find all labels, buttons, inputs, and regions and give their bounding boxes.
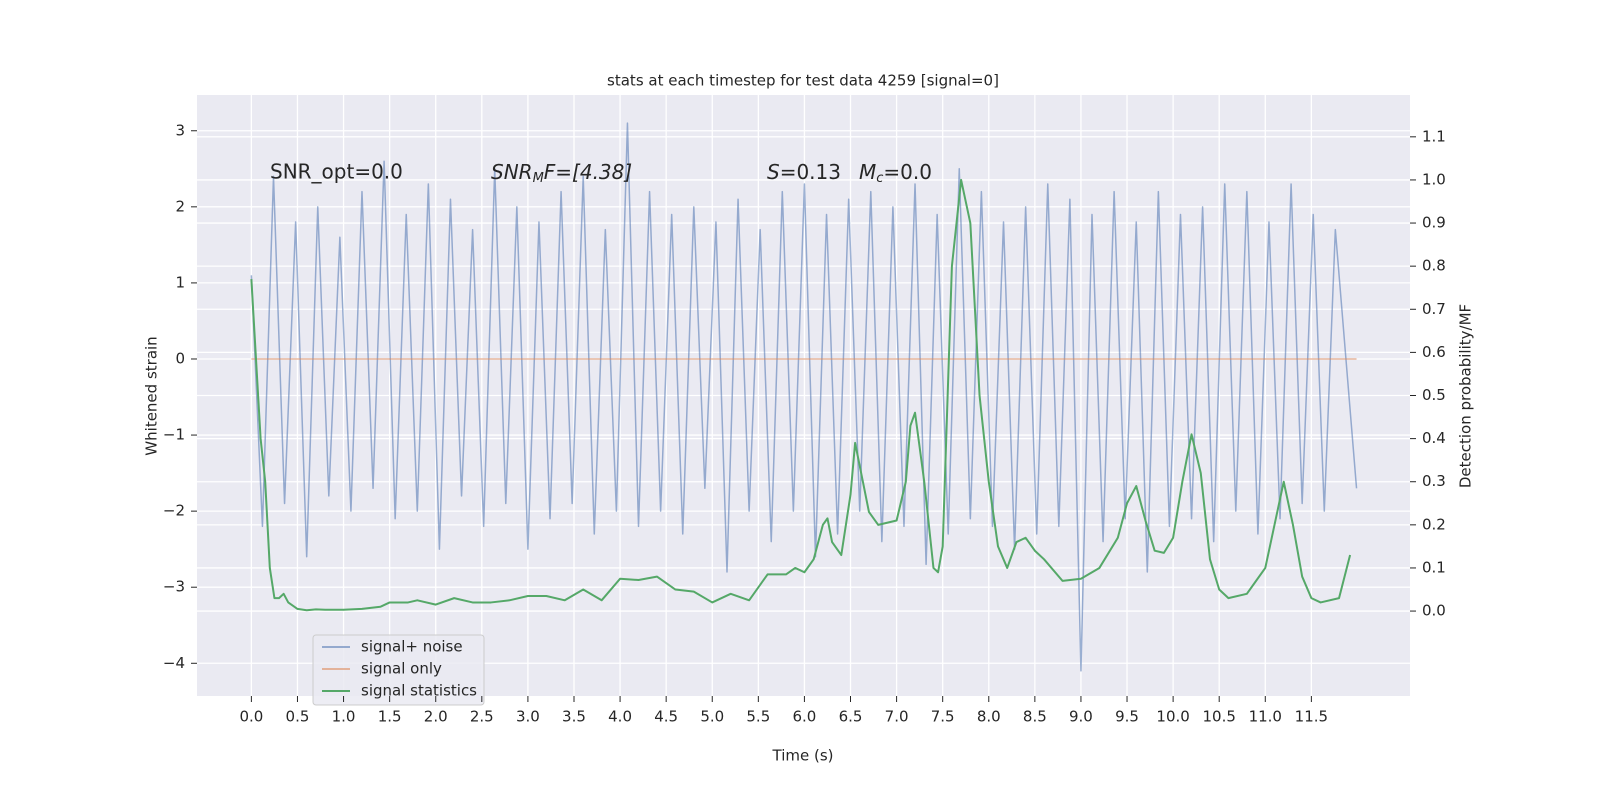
legend-label: signal+ noise bbox=[361, 638, 463, 656]
x-tick-label: 4.0 bbox=[608, 708, 632, 726]
x-tick-label: 11.0 bbox=[1249, 708, 1282, 726]
y-tick-label: −4 bbox=[163, 654, 185, 672]
y2-tick-label: 0.5 bbox=[1422, 386, 1446, 404]
y2-tick-label: 1.1 bbox=[1422, 127, 1446, 145]
annotation-part: S bbox=[767, 160, 780, 184]
x-tick-label: 10.0 bbox=[1156, 708, 1189, 726]
y-tick-label: 2 bbox=[175, 197, 185, 215]
annotation: S=0.13 bbox=[767, 160, 841, 184]
y-tick-label: 0 bbox=[175, 349, 185, 367]
x-tick-label: 7.5 bbox=[931, 708, 955, 726]
legend-label: signal only bbox=[361, 660, 442, 678]
y-tick-label: 3 bbox=[175, 121, 185, 139]
x-tick-label: 2.0 bbox=[424, 708, 448, 726]
x-tick-label: 5.5 bbox=[746, 708, 770, 726]
y2-tick-label: 0.0 bbox=[1422, 602, 1446, 620]
legend-box bbox=[312, 634, 485, 706]
y2-tick-label: 1.0 bbox=[1422, 170, 1446, 188]
x-tick-label: 5.0 bbox=[700, 708, 724, 726]
x-tick-label: 0.0 bbox=[239, 708, 263, 726]
y-tick-label: 1 bbox=[175, 273, 185, 291]
x-tick-label: 3.0 bbox=[516, 708, 540, 726]
annotation-part: =0.0 bbox=[883, 160, 932, 184]
x-axis-label: Time (s) bbox=[772, 747, 834, 765]
y-axis-label: Whitened strain bbox=[143, 336, 161, 455]
legend-label: signal statistics bbox=[361, 682, 477, 700]
y2-tick-label: 0.9 bbox=[1422, 214, 1446, 232]
annotation: SNR_opt=0.0 bbox=[270, 160, 403, 184]
x-tick-label: 10.5 bbox=[1202, 708, 1235, 726]
annotation: Mc=0.0 bbox=[859, 160, 932, 186]
x-tick-label: 0.5 bbox=[286, 708, 310, 726]
x-tick-label: 1.0 bbox=[332, 708, 356, 726]
y2-tick-label: 0.8 bbox=[1422, 257, 1446, 275]
annotation-part: c bbox=[876, 171, 883, 186]
chart-title: stats at each timestep for test data 425… bbox=[607, 72, 999, 90]
x-tick-label: 2.5 bbox=[470, 708, 494, 726]
x-tick-label: 1.5 bbox=[378, 708, 402, 726]
x-tick-label: 9.5 bbox=[1115, 708, 1139, 726]
annotation: SNRMF=[4.38] bbox=[491, 160, 632, 186]
x-tick-label: 8.0 bbox=[977, 708, 1001, 726]
x-tick-label: 9.0 bbox=[1069, 708, 1093, 726]
annotation-part: M bbox=[859, 160, 876, 184]
y2-tick-label: 0.3 bbox=[1422, 472, 1446, 490]
y2-tick-label: 0.1 bbox=[1422, 558, 1446, 576]
y-tick-label: −2 bbox=[163, 502, 185, 520]
annotation-part: M bbox=[533, 171, 544, 186]
x-tick-label: 8.5 bbox=[1023, 708, 1047, 726]
x-tick-label: 4.5 bbox=[654, 708, 678, 726]
annotation-part: F=[4.38] bbox=[544, 160, 632, 184]
series-line bbox=[250, 178, 1352, 612]
x-tick-label: 6.5 bbox=[839, 708, 863, 726]
y-tick-label: −3 bbox=[163, 578, 185, 596]
y2-tick-label: 0.2 bbox=[1422, 515, 1446, 533]
x-tick-label: 6.0 bbox=[792, 708, 816, 726]
y2-axis-label: Detection probability/MF bbox=[1457, 304, 1475, 488]
y2-tick-label: 0.7 bbox=[1422, 300, 1446, 318]
annotation-part: SNR bbox=[491, 160, 533, 184]
annotation-part: =0.13 bbox=[780, 160, 841, 184]
y-tick-label: −1 bbox=[163, 426, 185, 444]
y2-tick-label: 0.6 bbox=[1422, 343, 1446, 361]
y2-tick-label: 0.4 bbox=[1422, 429, 1446, 447]
x-tick-label: 7.0 bbox=[885, 708, 909, 726]
x-tick-label: 3.5 bbox=[562, 708, 586, 726]
legend: signal+ noise signal only signal statistic… bbox=[312, 634, 485, 706]
x-tick-label: 11.5 bbox=[1295, 708, 1328, 726]
